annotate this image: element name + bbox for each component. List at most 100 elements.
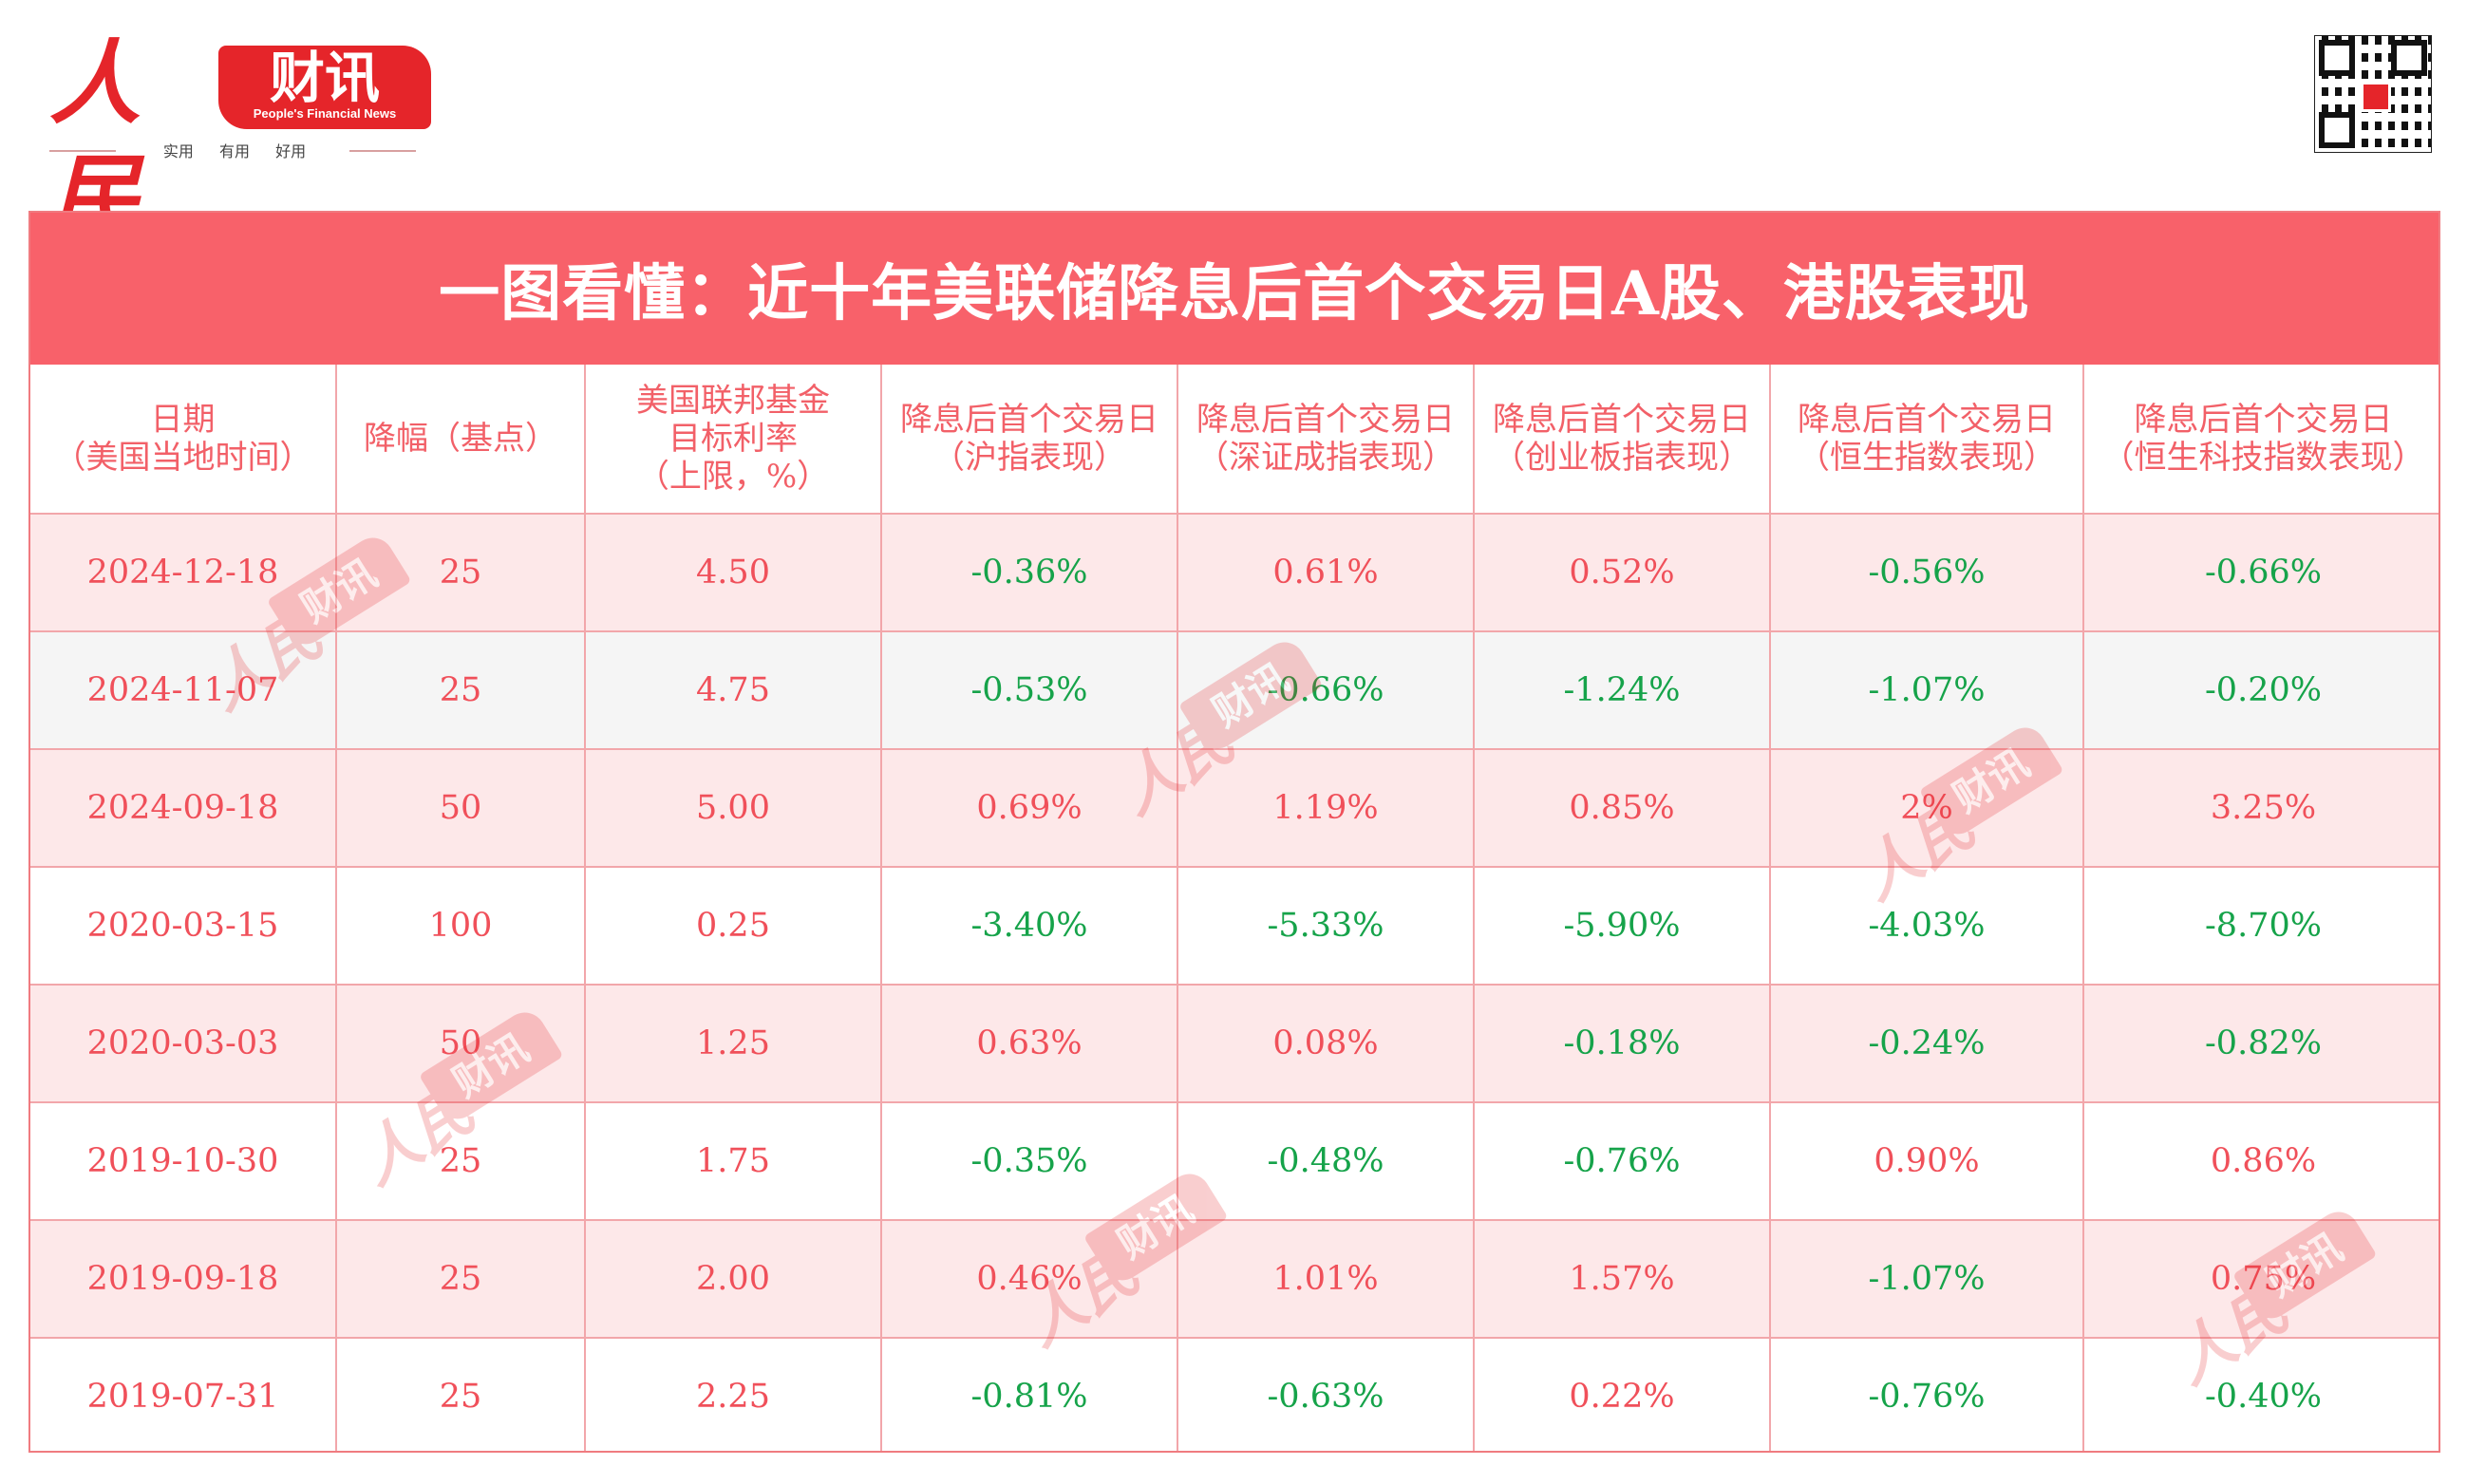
- date-cell: 2019-10-30: [30, 1102, 337, 1221]
- header-line: 日期: [150, 401, 216, 439]
- qr-code-logo: [2361, 82, 2391, 112]
- infographic-sheet: 一图看懂：近十年美联储降息后首个交易日A股、港股表现 日期 （美国当地时间） 降幅（…: [28, 211, 2440, 1453]
- fed-rate-cell: 4.50: [585, 514, 882, 632]
- szse-cell: 1.01%: [1177, 1220, 1475, 1339]
- table-header-row: 日期 （美国当地时间） 降幅（基点） 美国联邦基金 目标利率 （上限，%） 降息后首个交易日…: [30, 365, 2439, 515]
- cut-bp-cell: 100: [336, 867, 586, 986]
- szse-cell: 1.19%: [1177, 749, 1475, 868]
- cut-bp-cell: 50: [336, 749, 586, 868]
- hstech-cell: -0.66%: [2083, 514, 2439, 632]
- cut-bp-header: 降幅（基点）: [336, 365, 586, 515]
- slogan-divider-left: [49, 150, 116, 152]
- fed-rate-cell: 2.00: [585, 1220, 882, 1339]
- hsi-cell: -0.24%: [1770, 985, 2084, 1103]
- table-row: 2019-10-30 25 1.75 -0.35% -0.48% -0.76% 0.90% 0…: [30, 1102, 2439, 1221]
- slogan-divider-right: [349, 150, 416, 152]
- date-cell: 2024-12-18: [30, 514, 337, 632]
- brand-slogan: 实用 有用 好用: [162, 142, 307, 160]
- chinext-header: 降息后首个交易日 （创业板指表现）: [1474, 365, 1771, 515]
- hsi-cell: -4.03%: [1770, 867, 2084, 986]
- hstech-header: 降息后首个交易日 （恒生科技指数表现）: [2083, 365, 2439, 515]
- table-row: 2020-03-03 50 1.25 0.63% 0.08% -0.18% -0.24% -0…: [30, 985, 2439, 1103]
- rate-cut-table: 日期 （美国当地时间） 降幅（基点） 美国联邦基金 目标利率 （上限，%） 降息后首个交易日…: [30, 365, 2439, 1451]
- hstech-cell: -0.20%: [2083, 631, 2439, 750]
- date-cell: 2020-03-15: [30, 867, 337, 986]
- qr-code-icon[interactable]: [2314, 35, 2432, 153]
- chinext-cell: -0.18%: [1474, 985, 1771, 1103]
- fed-rate-cell: 4.75: [585, 631, 882, 750]
- cut-bp-cell: 25: [336, 1102, 586, 1221]
- chinext-cell: 0.22%: [1474, 1338, 1771, 1451]
- hstech-cell: -0.40%: [2083, 1338, 2439, 1451]
- szse-cell: -0.48%: [1177, 1102, 1475, 1221]
- szse-cell: 0.08%: [1177, 985, 1475, 1103]
- cut-bp-cell: 25: [336, 1220, 586, 1339]
- header-line: 美国联邦基金: [636, 382, 830, 420]
- header-line: （恒生指数表现）: [1798, 439, 2056, 477]
- header-line: （沪指表现）: [932, 439, 1126, 477]
- fed-rate-cell: 1.75: [585, 1102, 882, 1221]
- szse-header: 降息后首个交易日 （深证成指表现）: [1177, 365, 1475, 515]
- date-cell: 2020-03-03: [30, 985, 337, 1103]
- date-cell: 2024-11-07: [30, 631, 337, 750]
- brand-logo-english: People's Financial News: [253, 106, 397, 121]
- fed-rate-header: 美国联邦基金 目标利率 （上限，%）: [585, 365, 882, 515]
- sse-cell: -0.35%: [881, 1102, 1178, 1221]
- fed-rate-cell: 1.25: [585, 985, 882, 1103]
- szse-cell: -0.66%: [1177, 631, 1475, 750]
- brand-logo-badge: 财讯 People's Financial News: [218, 46, 431, 129]
- cut-bp-cell: 25: [336, 631, 586, 750]
- hsi-cell: -0.76%: [1770, 1338, 2084, 1451]
- sse-cell: 0.63%: [881, 985, 1178, 1103]
- header-line: （创业板指表现）: [1493, 439, 1751, 477]
- date-cell: 2024-09-18: [30, 749, 337, 868]
- hstech-cell: 0.75%: [2083, 1220, 2439, 1339]
- hstech-cell: -0.82%: [2083, 985, 2439, 1103]
- date-cell: 2019-09-18: [30, 1220, 337, 1339]
- header-line: 降息后首个交易日: [2134, 401, 2393, 439]
- table-row: 2019-09-18 25 2.00 0.46% 1.01% 1.57% -1.07% 0.7…: [30, 1220, 2439, 1339]
- sse-cell: -3.40%: [881, 867, 1178, 986]
- date-header: 日期 （美国当地时间）: [30, 365, 337, 515]
- fed-rate-cell: 5.00: [585, 749, 882, 868]
- chinext-cell: -1.24%: [1474, 631, 1771, 750]
- header-line: （美国当地时间）: [53, 439, 312, 477]
- header-line: （深证成指表现）: [1196, 439, 1455, 477]
- sse-header: 降息后首个交易日 （沪指表现）: [881, 365, 1178, 515]
- cut-bp-cell: 25: [336, 1338, 586, 1451]
- table-row: 2024-11-07 25 4.75 -0.53% -0.66% -1.24% -1.07%…: [30, 631, 2439, 750]
- hstech-cell: 0.86%: [2083, 1102, 2439, 1221]
- table-body: 2024-12-18 25 4.50 -0.36% 0.61% 0.52% -0.56% -0…: [30, 514, 2439, 1451]
- brand-logo-caixun: 财讯: [269, 46, 380, 110]
- brand-logo-ren: 人民: [49, 29, 141, 251]
- sse-cell: -0.53%: [881, 631, 1178, 750]
- qr-code-finder: [2319, 112, 2355, 148]
- fed-rate-cell: 0.25: [585, 867, 882, 986]
- header-line: （上限，%）: [636, 458, 830, 496]
- hsi-cell: -1.07%: [1770, 631, 2084, 750]
- table-row: 2024-09-18 50 5.00 0.69% 1.19% 0.85% 2% 3.25%: [30, 749, 2439, 868]
- hsi-cell: -0.56%: [1770, 514, 2084, 632]
- header-line: （恒生科技指数表现）: [2101, 439, 2425, 477]
- chinext-cell: 1.57%: [1474, 1220, 1771, 1339]
- cut-bp-cell: 25: [336, 514, 586, 632]
- fed-rate-cell: 2.25: [585, 1338, 882, 1451]
- brand-logo: 人民 财讯 People's Financial News 实用 有用 好用: [49, 27, 431, 251]
- hstech-cell: -8.70%: [2083, 867, 2439, 986]
- szse-cell: 0.61%: [1177, 514, 1475, 632]
- chinext-cell: 0.85%: [1474, 749, 1771, 868]
- page-title: 一图看懂：近十年美联储降息后首个交易日A股、港股表现: [30, 213, 2439, 365]
- sse-cell: 0.46%: [881, 1220, 1178, 1339]
- hstech-cell: 3.25%: [2083, 749, 2439, 868]
- szse-cell: -5.33%: [1177, 867, 1475, 986]
- hsi-cell: 0.90%: [1770, 1102, 2084, 1221]
- table-row: 2020-03-15 100 0.25 -3.40% -5.33% -5.90% -4.03…: [30, 867, 2439, 986]
- table-row: 2024-12-18 25 4.50 -0.36% 0.61% 0.52% -0.56% -0…: [30, 514, 2439, 632]
- sse-cell: -0.36%: [881, 514, 1178, 632]
- sse-cell: -0.81%: [881, 1338, 1178, 1451]
- chinext-cell: 0.52%: [1474, 514, 1771, 632]
- header-line: 降息后首个交易日: [1798, 401, 2056, 439]
- sse-cell: 0.69%: [881, 749, 1178, 868]
- header-line: 降息后首个交易日: [900, 401, 1158, 439]
- header-line: 目标利率: [669, 420, 798, 458]
